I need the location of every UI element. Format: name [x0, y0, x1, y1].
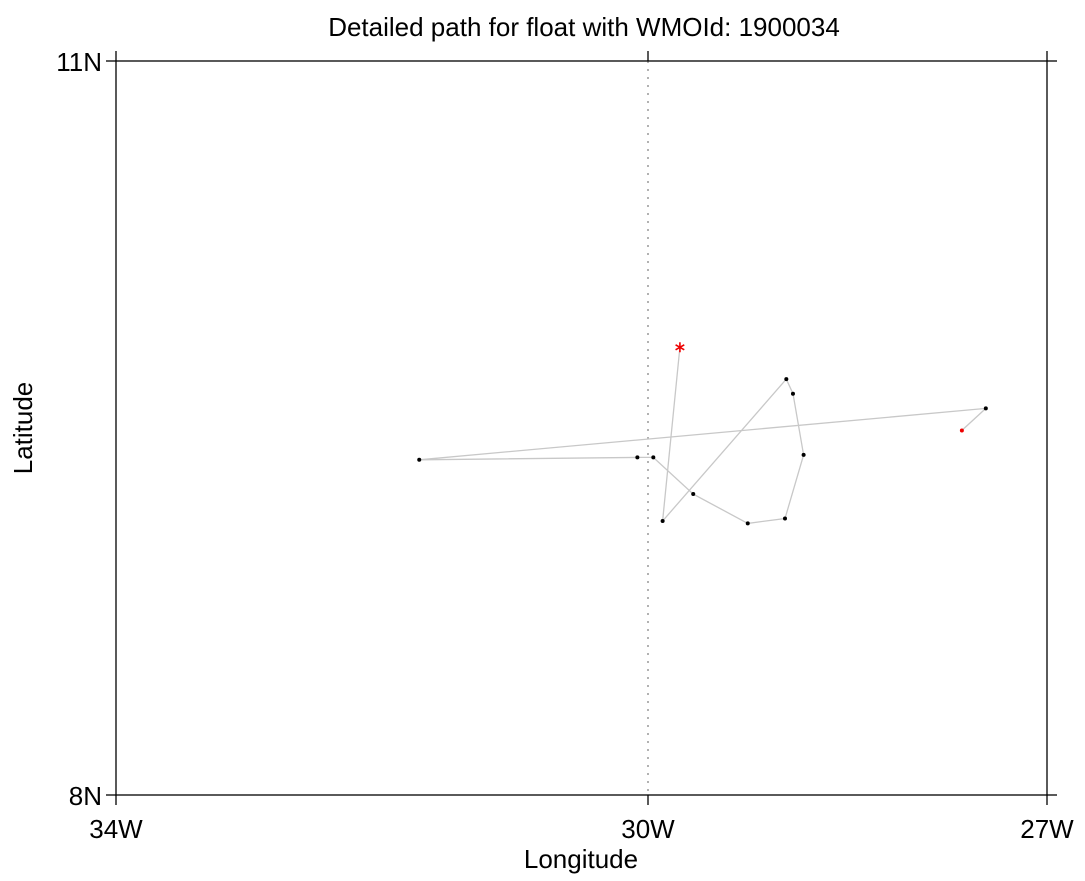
position-point-2	[417, 457, 422, 462]
x-tick-label-1: 30W	[621, 814, 675, 844]
asterisk-stroke-2	[675, 344, 685, 351]
position-point-5	[691, 492, 696, 497]
map-frame	[115, 60, 1048, 796]
y-axis-label: Latitude	[8, 382, 38, 475]
axis-ticks: 34W 30W 27W 8N 11N	[56, 47, 1074, 844]
position-point-0	[959, 428, 964, 433]
float-positions	[417, 342, 988, 526]
position-marker-asterisk	[675, 342, 685, 353]
position-point-7	[782, 516, 787, 521]
y-tick-label-1: 11N	[56, 47, 102, 77]
position-point-6	[745, 521, 750, 526]
y-tick-label-0: 8N	[69, 781, 102, 811]
x-axis-label: Longitude	[524, 844, 638, 874]
x-tick-label-0: 34W	[89, 814, 143, 844]
position-point-11	[660, 518, 665, 523]
position-point-9	[790, 391, 795, 396]
map-title: Detailed path for float with WMOId: 1900…	[328, 12, 840, 42]
x-tick-label-2: 27W	[1020, 814, 1074, 844]
position-point-4	[651, 455, 656, 460]
position-point-10	[784, 377, 789, 382]
position-point-8	[801, 452, 806, 457]
position-point-3	[635, 455, 640, 460]
position-point-1	[983, 406, 988, 411]
